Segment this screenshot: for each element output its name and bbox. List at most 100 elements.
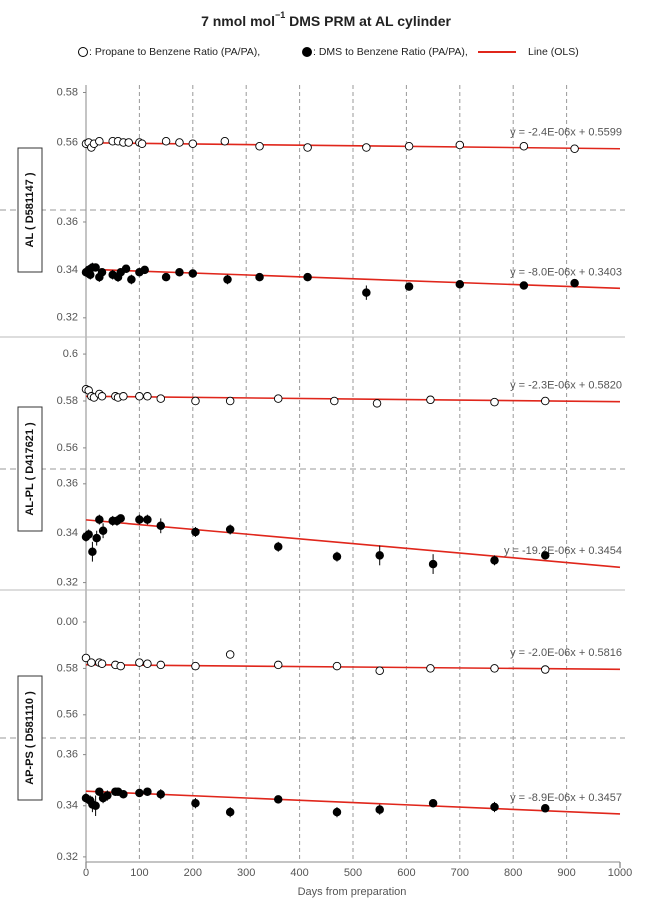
point — [103, 791, 112, 800]
fit-label: y = -19.2E-06x + 0.3454 — [504, 545, 622, 557]
point — [156, 521, 166, 531]
y-tick-label: 0.58 — [57, 395, 78, 407]
fit-line — [85, 395, 621, 403]
point — [95, 787, 104, 796]
x-tick-label: 100 — [130, 867, 148, 879]
point — [124, 138, 133, 147]
point — [86, 270, 95, 279]
point — [540, 804, 550, 813]
point — [404, 282, 414, 291]
panel-label-box — [17, 406, 43, 532]
point — [87, 658, 96, 667]
y-tick-label: 0.36 — [57, 749, 78, 761]
fit-line — [85, 141, 621, 150]
y-tick-label: 0.56 — [57, 442, 78, 454]
point — [116, 661, 125, 671]
point — [88, 547, 97, 556]
y-tick-label: 0.32 — [57, 576, 78, 588]
point — [540, 551, 550, 560]
point — [303, 143, 312, 152]
point — [127, 275, 136, 284]
y-tick-label: 0.56 — [57, 136, 78, 148]
point — [135, 515, 144, 524]
x-tick-label: 600 — [397, 867, 415, 879]
point — [156, 660, 166, 670]
point — [161, 272, 171, 282]
fit-line — [85, 519, 621, 569]
point — [188, 139, 198, 148]
point — [121, 264, 131, 273]
panel-label-box — [17, 675, 43, 801]
fit-label: y = -8.9E-06x + 0.3457 — [510, 792, 622, 804]
point — [81, 653, 91, 663]
point — [119, 789, 128, 799]
point — [225, 807, 235, 817]
x-tick-label: 200 — [184, 867, 202, 879]
point — [92, 533, 101, 543]
fit-line — [85, 268, 621, 290]
point — [332, 552, 342, 561]
point — [191, 527, 200, 537]
point — [137, 139, 147, 148]
legend-marker — [302, 47, 312, 57]
point — [191, 798, 200, 808]
point — [372, 399, 382, 408]
point — [362, 143, 371, 152]
point — [255, 141, 264, 151]
fit-label: y = -2.4E-06x + 0.5599 — [510, 127, 622, 139]
point — [156, 394, 166, 403]
point — [97, 392, 107, 401]
point — [570, 144, 579, 153]
panel-label: AL ( D581147 ) — [24, 172, 36, 247]
point — [332, 661, 342, 671]
x-tick-label: 800 — [504, 867, 522, 879]
point — [490, 802, 499, 812]
point — [303, 272, 312, 282]
point — [273, 795, 283, 804]
point — [540, 665, 550, 674]
legend-label: : Propane to Benzene Ratio (PA/PA), — [89, 46, 260, 58]
point — [116, 514, 125, 523]
point — [161, 136, 171, 146]
y-tick-label: 0.36 — [57, 478, 78, 490]
legend-marker — [78, 47, 88, 57]
point — [426, 664, 435, 673]
point — [362, 288, 371, 297]
point — [519, 281, 529, 290]
fit-label: y = -2.3E-06x + 0.5820 — [510, 380, 622, 392]
point — [225, 650, 235, 659]
point — [143, 515, 152, 524]
y-tick-label: 0.34 — [57, 800, 78, 812]
point — [175, 138, 184, 147]
point — [225, 396, 235, 406]
x-tick-label: 900 — [557, 867, 575, 879]
point — [91, 801, 100, 811]
y-tick-label: 0.36 — [57, 216, 78, 228]
point — [175, 268, 184, 277]
point — [426, 395, 435, 405]
point — [455, 280, 465, 289]
panel-label: AP-PS ( D581110 ) — [24, 691, 36, 785]
point — [95, 136, 104, 146]
title-part: 7 nmol mol — [201, 13, 275, 29]
y-tick-label: 0.58 — [57, 86, 78, 98]
point — [223, 275, 232, 284]
point — [332, 807, 342, 817]
y-tick-label: 0.58 — [57, 662, 78, 674]
point — [156, 789, 166, 799]
point — [273, 660, 283, 670]
chart-title: 7 nmol mol−1 DMS PRM at AL cylinder — [201, 10, 451, 28]
point — [135, 658, 144, 667]
fit-line — [85, 663, 621, 671]
point — [95, 515, 104, 524]
legend-label: Line (OLS) — [528, 46, 579, 58]
point — [490, 664, 499, 673]
point — [455, 140, 465, 150]
point — [490, 556, 499, 565]
y-tick-label: 0.32 — [57, 312, 78, 324]
point — [570, 278, 579, 288]
point — [97, 659, 107, 669]
point — [273, 542, 283, 552]
point — [220, 136, 230, 146]
point — [91, 263, 100, 272]
